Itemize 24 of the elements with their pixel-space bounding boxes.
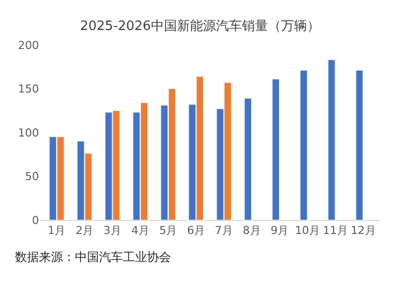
x-tick-label: 9月 [270, 224, 289, 238]
bar [272, 78, 280, 220]
y-tick-label: 200 [18, 38, 39, 52]
x-tick-label: 4月 [131, 224, 150, 238]
y-tick-label: 100 [18, 126, 39, 140]
x-tick-label: 6月 [187, 224, 206, 238]
source-note: 数据来源：中国汽车工业协会 [15, 250, 171, 264]
x-tick-label: 3月 [103, 224, 122, 238]
bar [328, 60, 336, 220]
x-tick-label: 10月 [295, 224, 320, 238]
y-tick-label: 50 [25, 170, 39, 184]
bar [356, 70, 364, 220]
bar [300, 70, 308, 220]
x-tick-label: 2月 [76, 224, 94, 238]
x-tick-label: 8月 [242, 224, 261, 238]
x-tick-label: 11月 [322, 224, 348, 238]
y-tick-label: 0 [32, 214, 39, 227]
x-tick-label: 5月 [159, 224, 178, 238]
x-tick-label: 1月 [48, 224, 66, 238]
x-tick-label: 12月 [350, 224, 376, 238]
chart-title: 2025-2026中国新能源汽车销量（万辆） [80, 19, 320, 34]
y-tick-label: 150 [18, 82, 39, 96]
bar [244, 98, 252, 220]
x-tick-label: 7月 [214, 224, 233, 238]
